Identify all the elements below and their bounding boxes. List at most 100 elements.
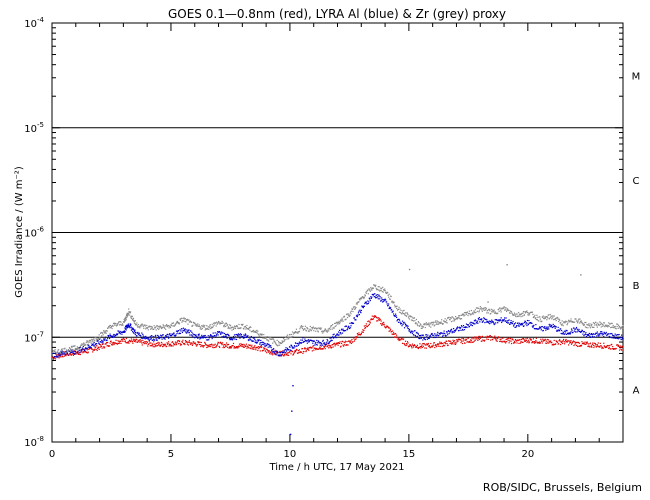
data-point <box>356 332 359 335</box>
data-point <box>427 343 429 346</box>
data-point <box>620 328 622 330</box>
data-point <box>521 312 523 315</box>
data-point <box>52 357 55 359</box>
data-point <box>447 317 449 319</box>
data-point <box>452 339 454 341</box>
data-point <box>382 322 384 324</box>
data-point <box>88 346 90 348</box>
data-point <box>392 311 394 313</box>
data-point <box>564 341 566 343</box>
data-point <box>156 339 158 341</box>
data-point <box>591 324 593 326</box>
data-point <box>371 296 373 298</box>
data-point <box>601 323 603 325</box>
data-point <box>466 337 469 339</box>
data-point <box>552 323 554 326</box>
data-point <box>104 338 106 340</box>
data-point <box>389 329 391 331</box>
data-point <box>189 342 191 344</box>
data-point <box>59 353 62 355</box>
data-point <box>611 343 613 346</box>
data-point <box>57 354 60 356</box>
data-point <box>213 344 215 346</box>
data-point <box>442 335 444 337</box>
data-point <box>569 332 572 334</box>
data-point <box>243 328 245 330</box>
data-point <box>132 342 134 344</box>
data-point <box>350 310 353 312</box>
data-point <box>363 297 365 300</box>
data-point <box>301 341 303 344</box>
data-point <box>448 333 450 335</box>
data-point <box>194 322 196 324</box>
data-point <box>128 310 130 313</box>
data-point <box>164 343 166 345</box>
data-point <box>350 322 353 324</box>
data-point <box>522 310 525 313</box>
data-point <box>429 347 431 349</box>
data-point <box>228 324 231 326</box>
data-point <box>129 314 131 316</box>
data-point <box>154 335 156 338</box>
data-point <box>67 354 69 356</box>
data-point <box>595 343 597 346</box>
data-point <box>278 340 280 343</box>
data-point <box>500 319 502 321</box>
data-point <box>402 338 405 340</box>
data-point <box>565 339 567 342</box>
data-point <box>587 333 590 336</box>
data-point <box>64 354 67 356</box>
data-point <box>158 343 160 345</box>
data-point <box>135 324 137 326</box>
data-point <box>576 322 579 324</box>
data-point <box>323 346 325 349</box>
data-point <box>392 330 394 332</box>
data-point <box>378 289 380 291</box>
data-point <box>78 350 80 352</box>
data-point <box>168 334 170 336</box>
data-point <box>353 308 356 310</box>
data-point <box>620 336 622 338</box>
data-point <box>235 338 238 341</box>
data-point <box>142 325 144 328</box>
data-point <box>219 346 221 348</box>
data-point <box>436 334 438 336</box>
data-point <box>390 295 392 298</box>
data-point <box>563 333 565 335</box>
data-point <box>580 344 583 346</box>
data-point <box>589 342 591 344</box>
data-point <box>496 340 498 342</box>
data-point <box>108 335 110 337</box>
data-point <box>610 348 612 350</box>
data-point <box>164 338 166 340</box>
data-point <box>503 319 505 321</box>
data-point <box>187 323 189 325</box>
data-point <box>330 326 332 328</box>
data-point <box>587 345 589 347</box>
data-point <box>202 324 204 326</box>
data-point <box>218 321 220 323</box>
data-point <box>157 337 159 339</box>
data-point <box>575 318 577 320</box>
data-point <box>404 314 406 316</box>
data-point <box>556 329 558 331</box>
data-point <box>113 343 115 346</box>
data-point <box>311 350 313 352</box>
data-point <box>184 318 187 320</box>
data-point <box>394 304 396 306</box>
data-point <box>300 351 303 353</box>
data-point <box>321 343 323 345</box>
data-point <box>332 323 334 326</box>
data-point <box>80 344 82 346</box>
data-point <box>521 315 524 317</box>
data-point <box>302 337 304 339</box>
data-point <box>570 331 572 333</box>
data-point <box>345 344 347 347</box>
data-point <box>422 334 424 336</box>
data-point <box>565 333 568 335</box>
data-point <box>580 320 583 322</box>
data-point <box>297 344 300 346</box>
data-point <box>613 327 615 329</box>
data-point <box>345 344 348 346</box>
data-point <box>262 337 264 339</box>
